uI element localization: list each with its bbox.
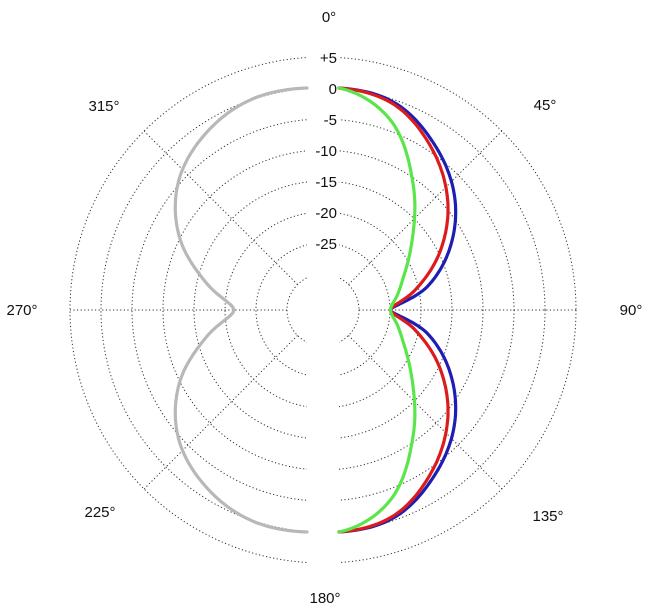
radial-tick-label: -25 — [315, 236, 337, 253]
angle-label: 225° — [84, 504, 115, 521]
grid-spoke — [143, 130, 298, 285]
angle-label: 90° — [620, 302, 643, 319]
angle-label: 315° — [88, 98, 119, 115]
series-line-b8b8b8 — [173, 86, 309, 534]
series-line-5ae64a — [337, 86, 417, 534]
angle-label: 0° — [322, 9, 336, 26]
grid-spoke — [348, 130, 503, 285]
radial-tick-label: 0 — [329, 81, 337, 98]
axis-labels: +5 0 -5 -10 -15 -20 -25 0° 45° 90° 135° 180° 225° 270… — [6, 9, 642, 605]
series-layer — [173, 86, 458, 534]
grid-spoke — [143, 335, 298, 490]
angle-label: 45° — [534, 97, 557, 114]
radial-tick-label: -5 — [324, 112, 337, 129]
radial-tick-label: -20 — [315, 205, 337, 222]
series-line-1e1eb4 — [337, 86, 458, 534]
polar-grid — [69, 0, 577, 605]
center-gap — [307, 0, 339, 605]
angle-label: 180° — [309, 590, 340, 605]
grid-ring — [162, 149, 484, 471]
grid-ring — [100, 87, 546, 533]
angle-label: 270° — [6, 302, 37, 319]
radial-tick-label: -15 — [315, 174, 337, 191]
grid-spoke — [348, 335, 503, 490]
angle-label: 135° — [532, 508, 563, 525]
radial-tick-label: -10 — [315, 143, 337, 160]
radial-tick-label: +5 — [320, 50, 337, 67]
